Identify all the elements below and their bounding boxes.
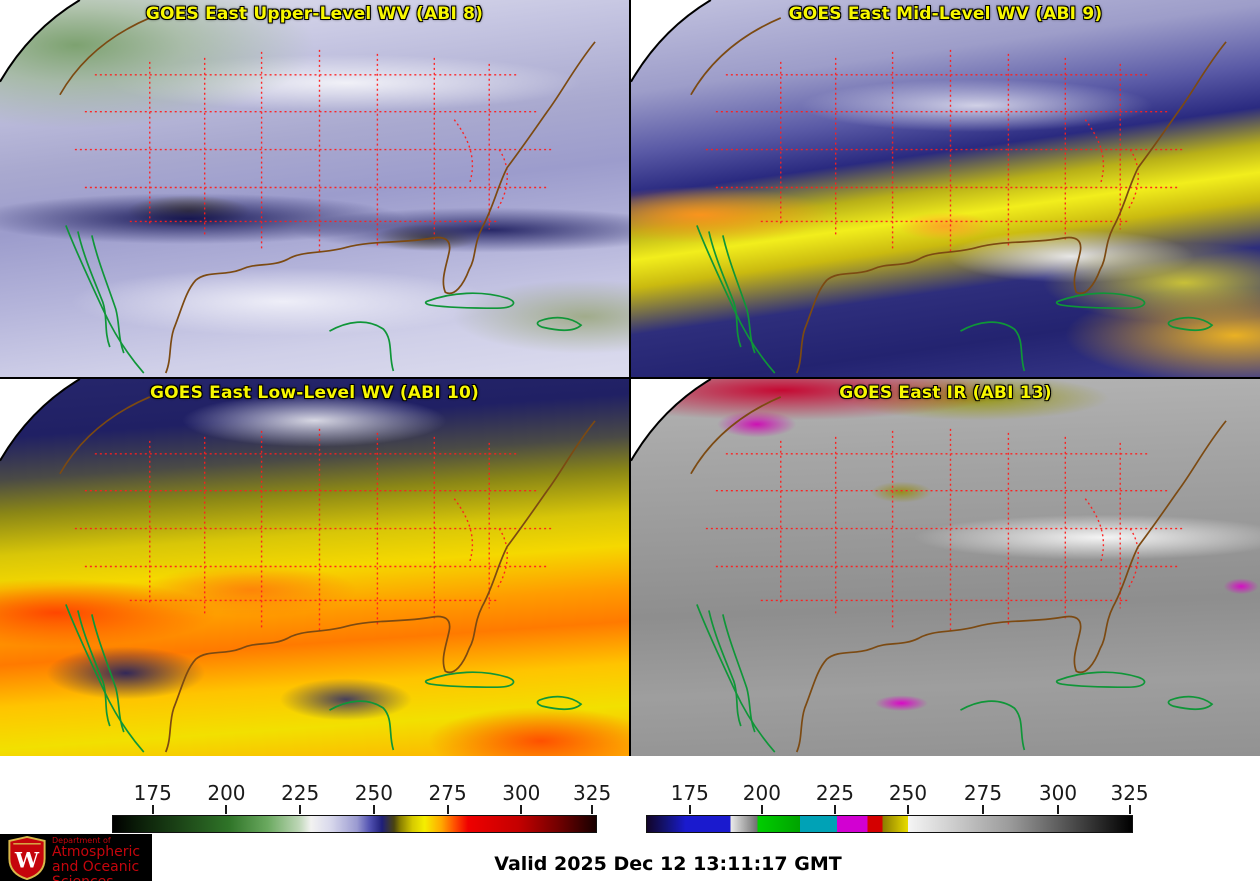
panel-upper-level-wv: GOES East Upper-Level WV (ABI 8) <box>0 0 629 377</box>
coastline-green <box>696 604 1214 753</box>
coastline-brown <box>690 396 1227 753</box>
satellite-limb-line <box>0 379 81 462</box>
satellite-limb-line <box>0 0 81 83</box>
logo-atmospheric-line: Atmospheric <box>52 844 141 861</box>
coastline-green <box>65 225 583 374</box>
ir-tick-mark <box>688 805 691 814</box>
ir-tick-label: 175 <box>670 781 709 805</box>
wv-tick-label: 300 <box>502 781 541 805</box>
logo-oceanic-line: and Oceanic Sciences <box>52 859 140 881</box>
map-slot-abi13 <box>631 379 1260 756</box>
panel-title-abi13: GOES East IR (ABI 13) <box>839 383 1052 403</box>
wv-tick-mark <box>151 805 154 814</box>
satellite-limb-wedge <box>631 379 711 461</box>
wv-tick-mark <box>225 805 228 814</box>
coastline-green <box>65 604 583 753</box>
ir-tick-label: 225 <box>815 781 855 805</box>
state-borders <box>705 49 1186 252</box>
wv-tick-label: 175 <box>133 781 172 805</box>
state-borders <box>705 428 1186 631</box>
map-overlay <box>631 0 1227 374</box>
uw-crest-icon: W <box>8 835 46 880</box>
satellite-limb-line <box>631 379 712 462</box>
wv-tick-label: 325 <box>573 781 612 805</box>
state-borders <box>74 428 555 631</box>
wv-tick-mark <box>446 805 449 814</box>
ir-tick-label: 275 <box>963 781 1003 805</box>
ir-tick-mark <box>982 805 984 814</box>
wv-tick-label: 275 <box>428 781 467 805</box>
wv-tick-mark <box>372 805 375 814</box>
wv-tick-mark <box>591 805 594 814</box>
map-overlay <box>0 0 596 374</box>
wv-colorbar <box>112 815 597 833</box>
map-slot-abi9 <box>631 0 1260 377</box>
wv-tick-label: 225 <box>281 781 320 805</box>
coastline-green <box>696 225 1214 374</box>
wv-tick-mark <box>520 805 523 814</box>
ir-tick-mark <box>1128 805 1131 814</box>
map-overlay <box>631 379 1227 753</box>
logo-dept-line: Department of <box>52 836 111 845</box>
ir-tick-label: 325 <box>1110 781 1149 805</box>
panel-title-abi9: GOES East Mid-Level WV (ABI 9) <box>788 4 1103 24</box>
ir-colorbar <box>646 815 1133 833</box>
valid-time-label: Valid 2025 Dec 12 13:11:17 GMT <box>494 853 842 875</box>
panel-title-abi10: GOES East Low-Level WV (ABI 10) <box>149 383 479 403</box>
ir-tick-mark <box>833 805 836 814</box>
wv-tick-label: 200 <box>207 781 246 805</box>
panel-mid-level-wv: GOES East Mid-Level WV (ABI 9) <box>631 0 1260 377</box>
ir-tick-mark <box>907 805 909 814</box>
coastline-brown <box>59 17 596 374</box>
satellite-limb-line <box>631 0 712 83</box>
coastline-brown <box>690 17 1227 374</box>
uw-aos-logo: W Department of Atmospheric and Oceanic … <box>0 834 152 881</box>
satellite-limb-wedge <box>631 0 711 82</box>
ir-tick-label: 300 <box>1038 781 1078 805</box>
map-slot-abi8 <box>0 0 629 377</box>
map-slot-abi10 <box>0 379 629 756</box>
satellite-limb-wedge <box>0 0 80 82</box>
panel-low-level-wv: GOES East Low-Level WV (ABI 10) <box>0 379 629 756</box>
map-overlay <box>0 379 596 753</box>
coastline-brown <box>59 396 596 753</box>
state-borders <box>74 49 555 252</box>
ir-tick-label: 250 <box>888 781 928 805</box>
satellite-panel-grid: GOES East Upper-Level WV (ABI 8) <box>0 0 1260 756</box>
wv-tick-label: 250 <box>354 781 393 805</box>
wv-tick-mark <box>299 805 302 814</box>
ir-colorbar-block: 175 200 225 250 275 300 325 <box>646 756 1149 836</box>
logo-text: Department of Atmospheric and Oceanic Sc… <box>52 836 152 881</box>
wv-colorbar-block: 175 200 225 250 275 300 325 <box>112 756 611 836</box>
ir-tick-mark <box>760 805 763 814</box>
crest-letter: W <box>14 848 40 873</box>
footer: 175 200 225 250 275 300 325 175 200 225 … <box>0 756 1260 881</box>
panel-ir: GOES East IR (ABI 13) <box>631 379 1260 756</box>
satellite-limb-wedge <box>0 379 80 461</box>
ir-tick-mark <box>1057 805 1059 814</box>
ir-tick-label: 200 <box>742 781 781 805</box>
panel-title-abi8: GOES East Upper-Level WV (ABI 8) <box>145 4 484 24</box>
